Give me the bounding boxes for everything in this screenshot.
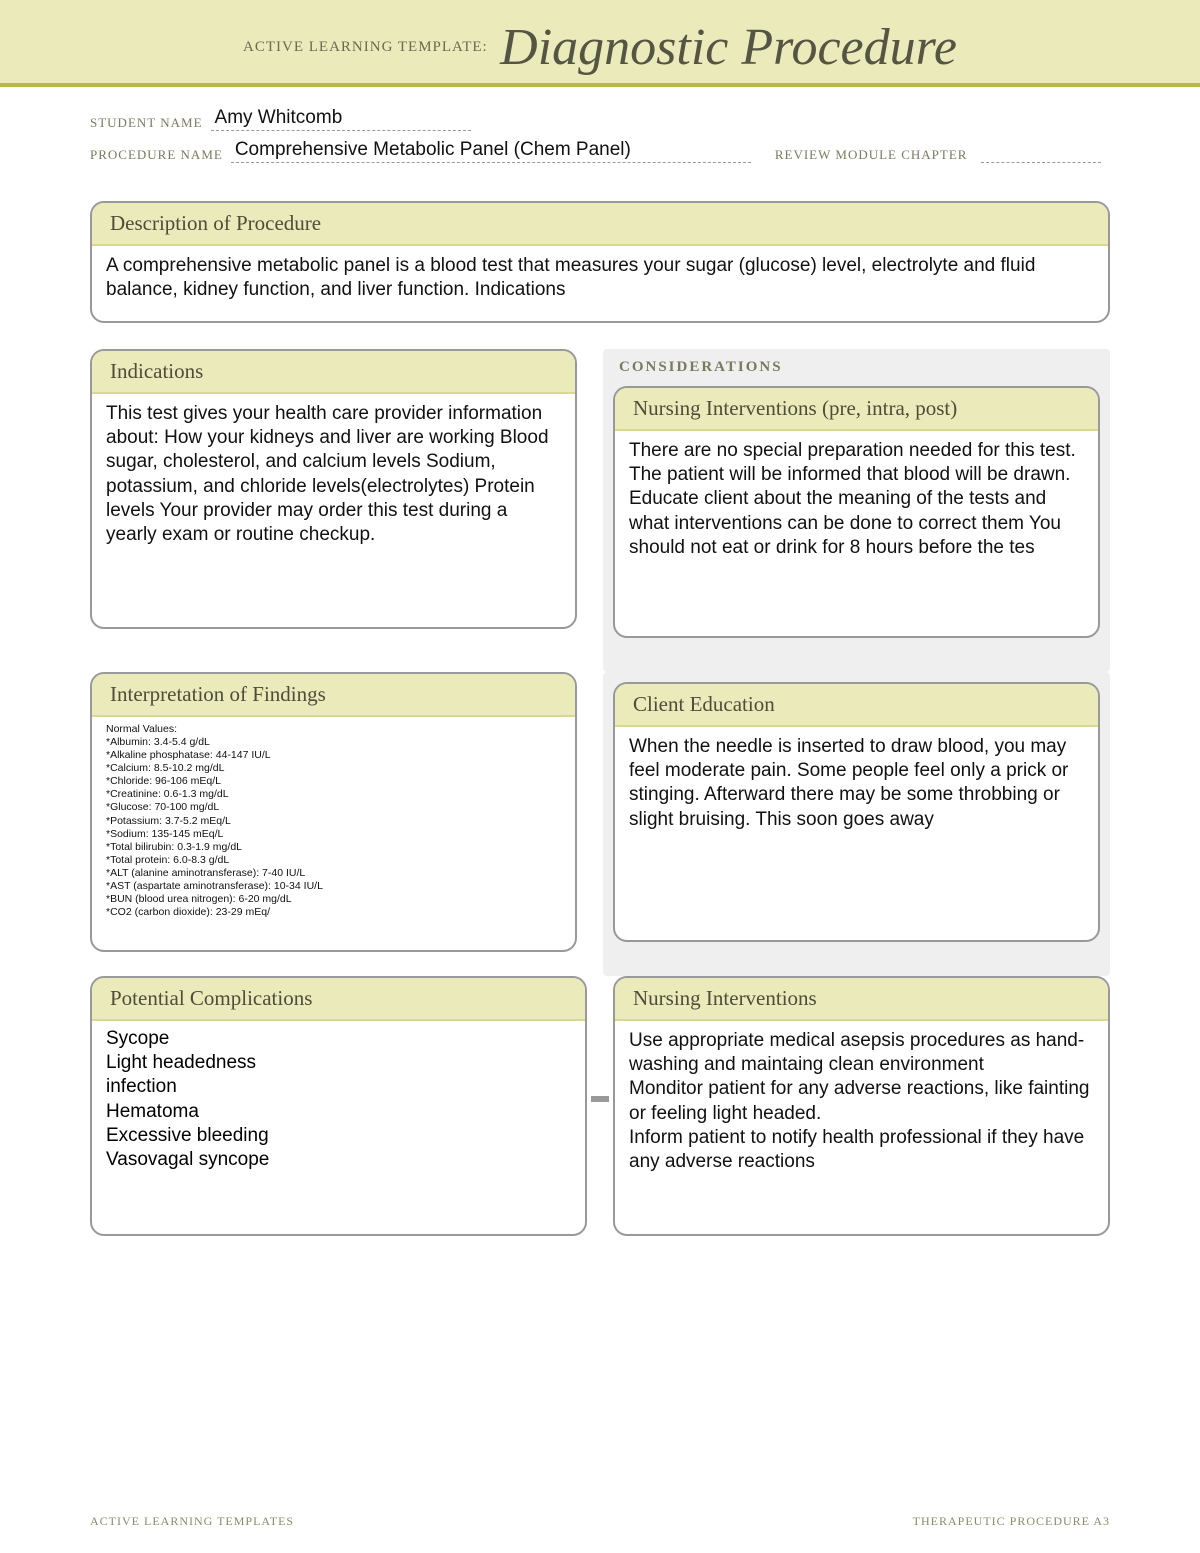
indications-title: Indications: [92, 351, 575, 394]
nursing-pre-body: There are no special preparation needed …: [615, 431, 1098, 579]
student-label: STUDENT NAME: [90, 115, 203, 131]
footer-left: ACTIVE LEARNING TEMPLATES: [90, 1514, 294, 1529]
header-title: Diagnostic Procedure: [500, 19, 957, 76]
page: ACTIVE LEARNING TEMPLATE: Diagnostic Pro…: [0, 0, 1200, 1553]
divider-stub: [591, 1096, 609, 1102]
complication-item: Excessive bleeding: [106, 1124, 571, 1148]
header-band: ACTIVE LEARNING TEMPLATE: Diagnostic Pro…: [0, 0, 1200, 87]
nursing-interventions-box: Nursing Interventions Use appropriate me…: [613, 976, 1110, 1236]
description-box: Description of Procedure A comprehensive…: [90, 201, 1110, 323]
col-right-3: Nursing Interventions Use appropriate me…: [613, 976, 1110, 1260]
procedure-label: PROCEDURE NAME: [90, 147, 223, 163]
nursing-interventions-body: Use appropriate medical asepsis procedur…: [615, 1021, 1108, 1193]
considerations-label: CONSIDERATIONS: [613, 349, 1100, 386]
complication-item: infection: [106, 1075, 571, 1099]
interpretation-body: Normal Values: *Albumin: 3.4-5.4 g/dL *A…: [92, 717, 575, 934]
review-blank: [981, 145, 1101, 163]
complication-item: Hematoma: [106, 1100, 571, 1124]
client-education-box: Client Education When the needle is inse…: [613, 682, 1100, 942]
complication-item: Sycope: [106, 1027, 571, 1051]
footer: ACTIVE LEARNING TEMPLATES THERAPEUTIC PR…: [90, 1514, 1110, 1529]
description-title: Description of Procedure: [92, 203, 1108, 246]
description-body: A comprehensive metabolic panel is a blo…: [92, 246, 1108, 321]
col-left-1: Indications This test gives your health …: [90, 349, 577, 672]
meta-block: STUDENT NAME Amy Whitcomb PROCEDURE NAME…: [0, 87, 1200, 181]
procedure-row: PROCEDURE NAME Comprehensive Metabolic P…: [90, 139, 1110, 163]
interpretation-box: Interpretation of Findings Normal Values…: [90, 672, 577, 952]
col-right-2: Client Education When the needle is inse…: [603, 672, 1110, 976]
complications-body: Sycope Light headedness infection Hemato…: [92, 1021, 585, 1187]
header-prefix: ACTIVE LEARNING TEMPLATE:: [243, 39, 488, 55]
content: Description of Procedure A comprehensive…: [0, 181, 1200, 1260]
complications-title: Potential Complications: [92, 978, 585, 1021]
indications-body: This test gives your health care provide…: [92, 394, 575, 566]
procedure-value: Comprehensive Metabolic Panel (Chem Pane…: [231, 139, 751, 163]
indications-box: Indications This test gives your health …: [90, 349, 577, 629]
nursing-pre-box: Nursing Interventions (pre, intra, post)…: [613, 386, 1100, 638]
nursing-pre-title: Nursing Interventions (pre, intra, post): [615, 388, 1098, 431]
student-row: STUDENT NAME Amy Whitcomb: [90, 107, 1110, 131]
col-left-3: Potential Complications Sycope Light hea…: [90, 976, 587, 1260]
student-value: Amy Whitcomb: [211, 107, 471, 131]
row-3: Potential Complications Sycope Light hea…: [90, 976, 1110, 1260]
row-2: Interpretation of Findings Normal Values…: [90, 672, 1110, 976]
complications-box: Potential Complications Sycope Light hea…: [90, 976, 587, 1236]
review-label: REVIEW MODULE CHAPTER: [775, 147, 968, 163]
nursing-interventions-title: Nursing Interventions: [615, 978, 1108, 1021]
footer-right: THERAPEUTIC PROCEDURE A3: [913, 1514, 1110, 1529]
complication-item: Light headedness: [106, 1051, 571, 1075]
col-left-2: Interpretation of Findings Normal Values…: [90, 672, 577, 976]
interpretation-title: Interpretation of Findings: [92, 674, 575, 717]
considerations-col: CONSIDERATIONS Nursing Interventions (pr…: [603, 349, 1110, 672]
client-education-body: When the needle is inserted to draw bloo…: [615, 727, 1098, 850]
complication-item: Vasovagal syncope: [106, 1148, 571, 1172]
row-1: Indications This test gives your health …: [90, 349, 1110, 672]
client-education-title: Client Education: [615, 684, 1098, 727]
